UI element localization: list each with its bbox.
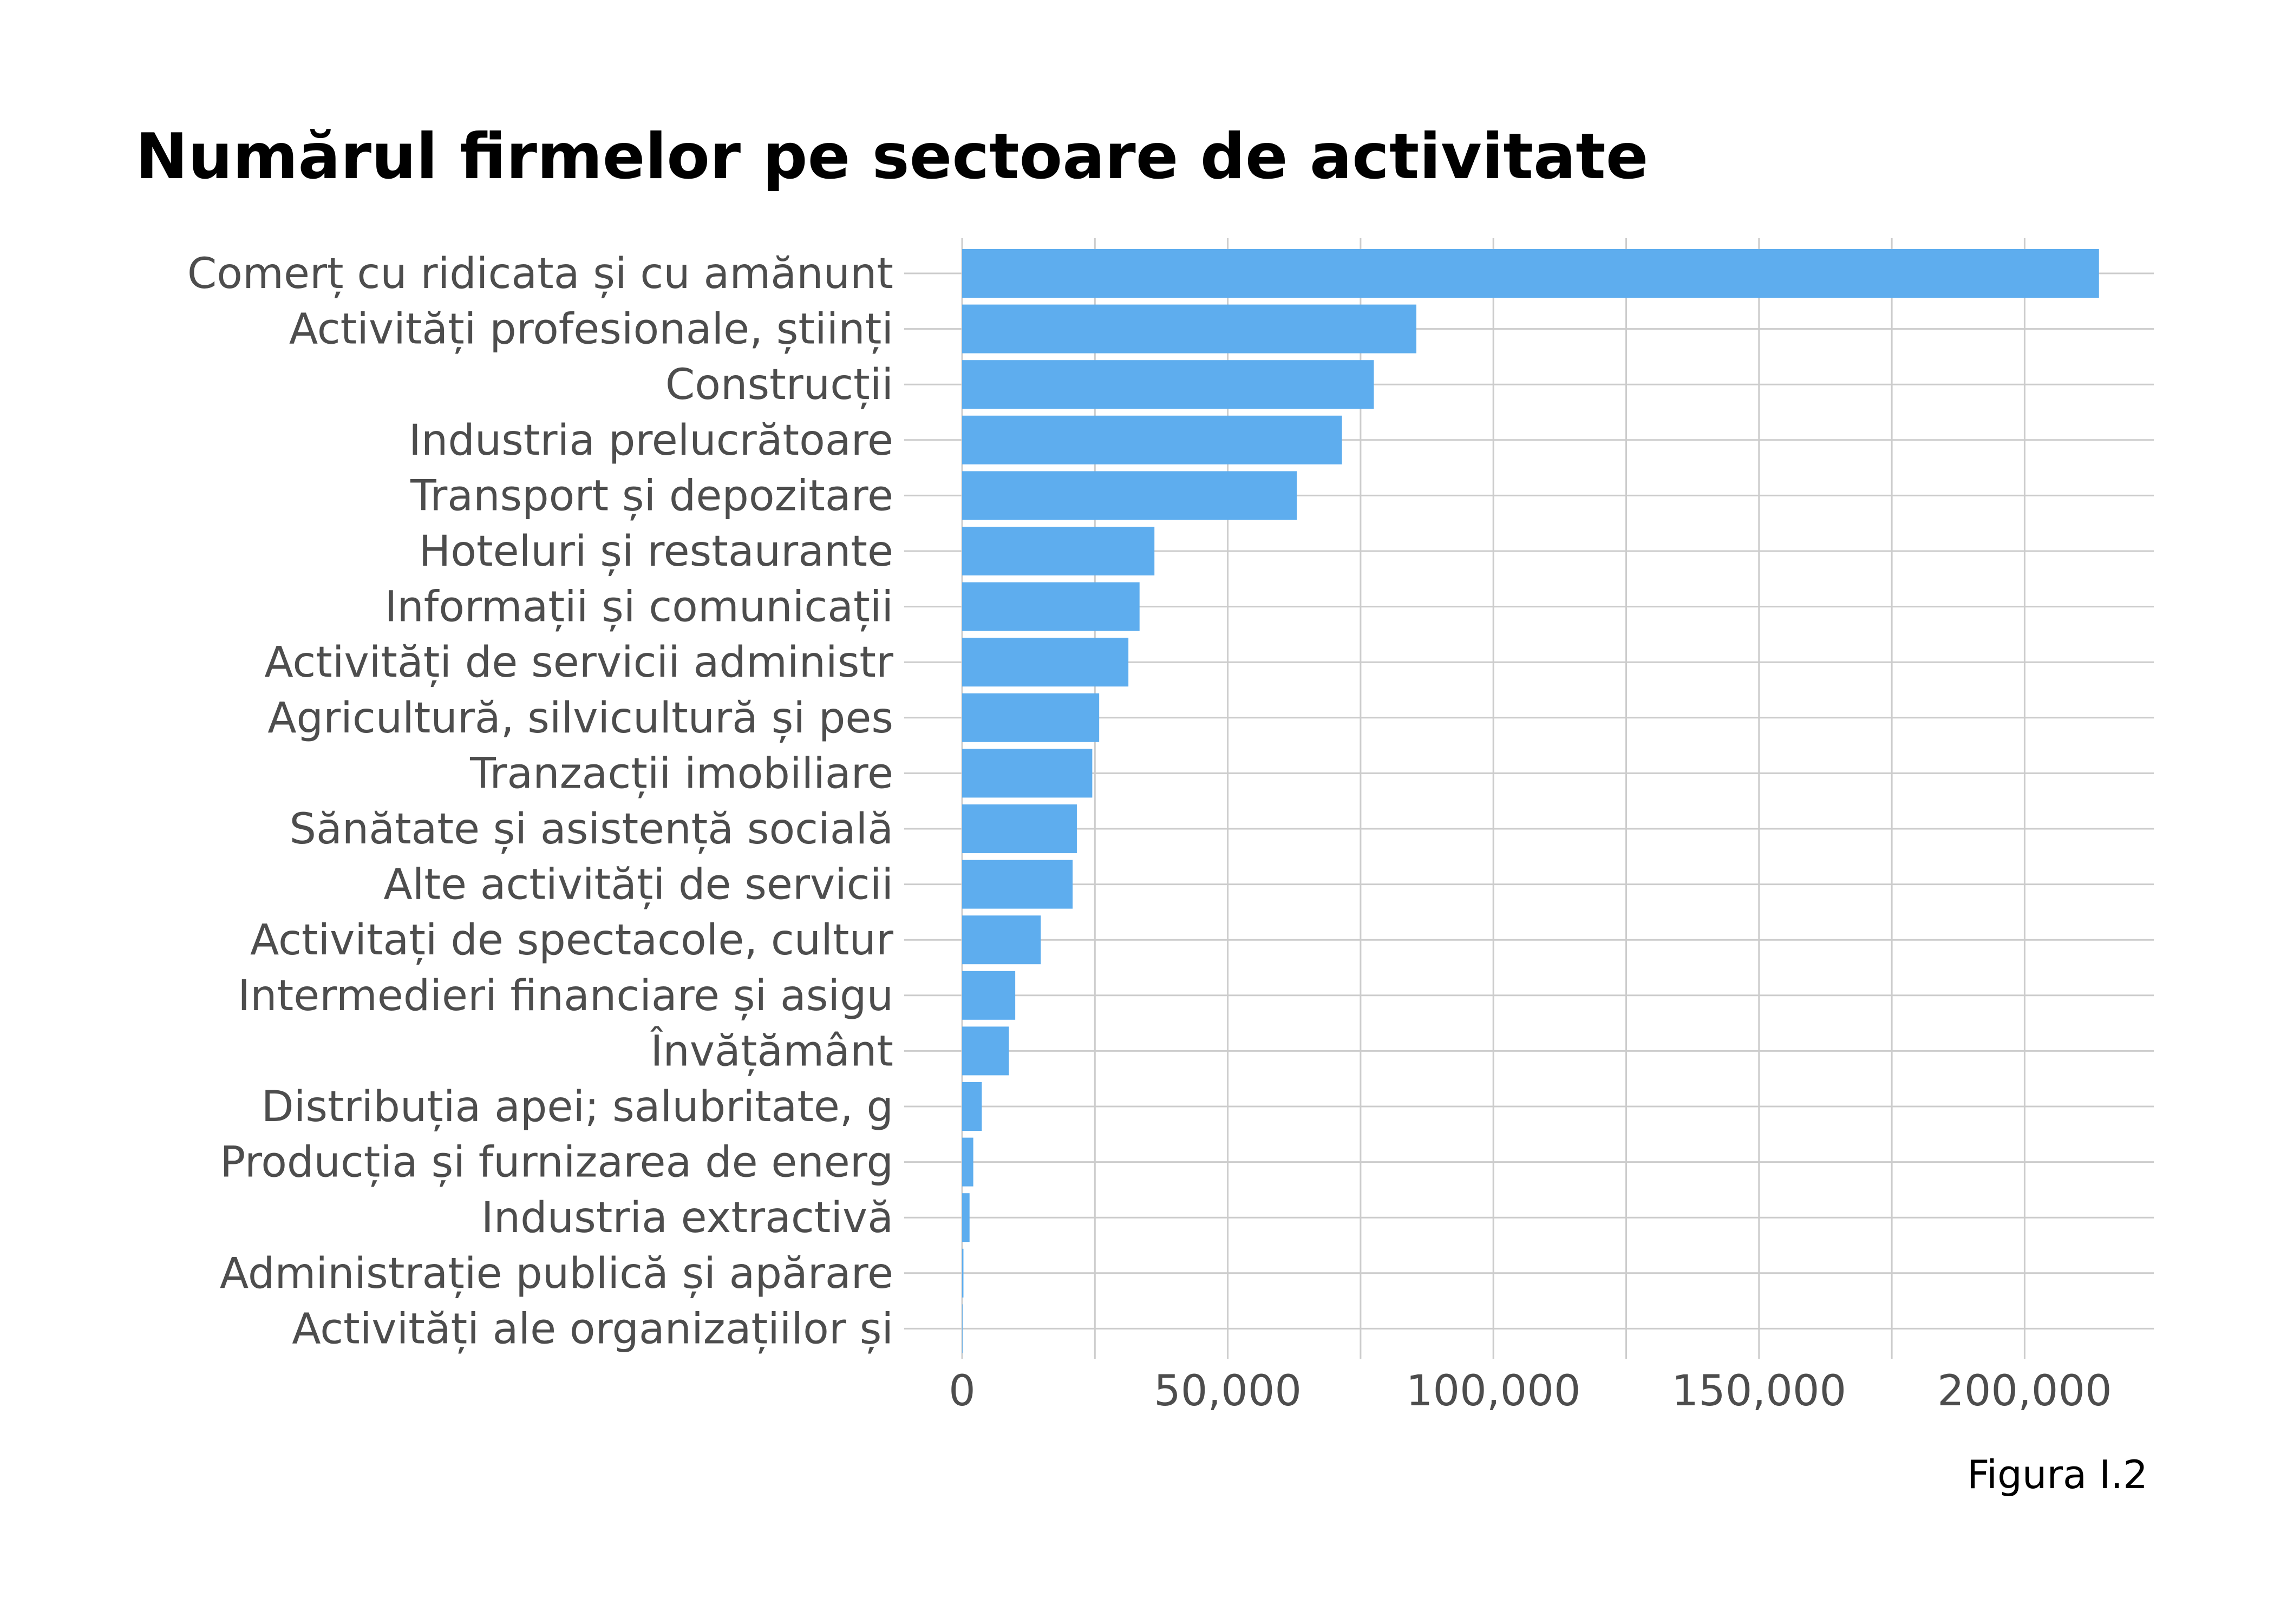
category-label: Intermedieri financiare și asigu: [238, 972, 893, 1020]
x-tick-label: 0: [949, 1367, 976, 1416]
category-label: Activități profesionale, științi: [289, 305, 893, 354]
category-label: Comerț cu ridicata și cu amănunt: [187, 250, 893, 298]
category-label: Alte activități de servicii: [383, 861, 893, 909]
bar: [962, 304, 1416, 353]
bar: [962, 693, 1100, 742]
category-label: Producția și furnizarea de energ: [220, 1138, 893, 1187]
category-label: Industria extractivă: [481, 1194, 893, 1242]
bar: [962, 860, 1073, 909]
bar: [962, 471, 1297, 520]
bar: [962, 749, 1093, 798]
bar: [962, 915, 1041, 965]
category-label: Activități ale organizațiilor și: [292, 1305, 893, 1353]
figure-caption: Figura I.2: [1966, 1452, 2148, 1497]
bar: [962, 527, 1155, 575]
category-label: Sănătate și asistență socială: [290, 805, 894, 854]
category-label: Tranzacții imobiliare: [469, 749, 893, 798]
bar: [962, 1137, 973, 1187]
bar: [962, 582, 1140, 631]
bar: [962, 971, 1016, 1020]
x-tick-label: 50,000: [1154, 1367, 1302, 1416]
bar: [962, 638, 1129, 687]
x-tick-label: 100,000: [1406, 1367, 1581, 1416]
x-axis-ticks: 0 50,000 100,000 150,000 200,000: [949, 1367, 2112, 1416]
bar: [962, 1193, 970, 1242]
category-label: Informații și comunicații: [384, 583, 893, 632]
category-labels: Comerț cu ridicata și cu amănunt Activită…: [187, 250, 894, 1353]
bar: [962, 415, 1342, 464]
x-tick-label: 150,000: [1672, 1367, 1847, 1416]
category-label: Distribuția apei; salubritate, g: [262, 1083, 893, 1131]
category-label: Învățământ: [650, 1026, 893, 1076]
category-label: Agricultură, silvicultură și pes: [267, 694, 893, 743]
bar: [962, 1026, 1009, 1076]
bar: [962, 1304, 963, 1353]
bar: [962, 360, 1374, 409]
category-label: Activitați de spectacole, cultur: [250, 916, 894, 965]
x-tick-label: 200,000: [1937, 1367, 2112, 1416]
category-label: Construcții: [665, 361, 893, 409]
chart-title: Numărul firmelor pe sectoare de activita…: [135, 120, 1649, 193]
bar: [962, 1082, 982, 1131]
category-label: Industria prelucrătoare: [409, 416, 893, 465]
bar: [962, 249, 2099, 298]
category-label: Administrație publică și apărare: [220, 1249, 893, 1298]
category-label: Transport și depozitare: [410, 472, 893, 520]
bar: [962, 804, 1077, 853]
category-label: Hoteluri și restaurante: [419, 527, 893, 576]
bar: [962, 1248, 964, 1298]
bars: [962, 249, 2099, 1353]
category-label: Activități de servicii administr: [264, 638, 894, 687]
